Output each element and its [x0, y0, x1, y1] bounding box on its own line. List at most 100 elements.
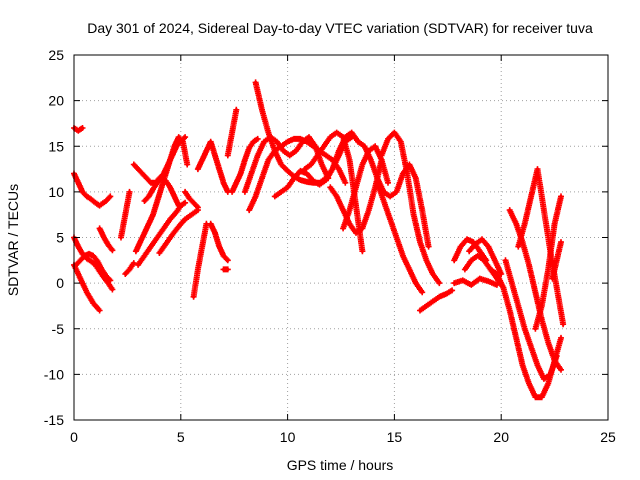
- data-point: [266, 158, 270, 162]
- data-point: [217, 167, 221, 171]
- x-tick-label: 5: [177, 429, 185, 445]
- data-point: [520, 363, 525, 367]
- data-point: [134, 249, 138, 253]
- series-arc-19: [220, 266, 231, 273]
- data-point: [213, 153, 217, 157]
- data-point: [486, 245, 490, 249]
- data-point: [559, 336, 563, 340]
- data-point: [328, 135, 332, 139]
- data-point: [473, 242, 478, 246]
- data-point: [253, 80, 258, 84]
- data-point: [407, 162, 411, 167]
- data-point: [307, 135, 311, 139]
- data-point: [431, 272, 435, 276]
- series-markers: [132, 134, 191, 255]
- data-point: [247, 208, 251, 212]
- data-point: [123, 213, 127, 217]
- data-point: [286, 169, 290, 173]
- data-point: [335, 130, 339, 135]
- data-point: [553, 222, 557, 226]
- data-point: [478, 249, 482, 253]
- data-point: [309, 162, 313, 167]
- data-point: [407, 267, 411, 272]
- data-point: [533, 327, 537, 331]
- data-point: [136, 263, 140, 267]
- data-point: [78, 258, 83, 262]
- data-point: [168, 185, 172, 189]
- data-point: [204, 222, 209, 226]
- data-point: [373, 144, 377, 148]
- data-point: [561, 322, 565, 326]
- data-point: [168, 217, 172, 221]
- data-point: [119, 235, 123, 240]
- data-point: [217, 245, 221, 249]
- data-point: [392, 130, 396, 135]
- data-point: [328, 185, 332, 189]
- y-tick-label: 10: [48, 184, 64, 200]
- data-point: [230, 190, 234, 194]
- data-point: [275, 140, 279, 144]
- data-point: [369, 158, 373, 162]
- data-point: [367, 208, 371, 212]
- data-point: [362, 144, 367, 148]
- series-arc-35: [466, 236, 505, 277]
- data-point: [187, 196, 191, 200]
- data-point: [98, 226, 102, 230]
- data-point: [108, 194, 112, 199]
- series-arc-05: [73, 250, 114, 284]
- data-point: [294, 149, 298, 153]
- data-point: [469, 258, 473, 262]
- series-arc-28: [355, 138, 432, 250]
- data-point: [360, 249, 364, 253]
- data-point: [226, 190, 230, 194]
- data-point: [375, 181, 379, 185]
- data-point: [337, 167, 341, 171]
- data-point: [155, 199, 159, 203]
- data-point: [279, 190, 283, 194]
- data-point: [127, 267, 132, 272]
- data-point: [196, 205, 200, 209]
- data-point: [140, 172, 144, 176]
- data-point: [159, 185, 164, 189]
- data-point: [337, 149, 341, 153]
- data-point: [247, 146, 251, 150]
- data-point: [164, 242, 168, 246]
- series-arc-01: [71, 170, 114, 209]
- data-point: [85, 194, 89, 199]
- data-point: [493, 258, 497, 262]
- data-point: [98, 203, 102, 208]
- data-point: [142, 199, 147, 203]
- series-markers: [451, 275, 500, 288]
- series-arc-23: [246, 135, 349, 214]
- data-point: [399, 140, 403, 144]
- data-point: [213, 231, 217, 235]
- data-point: [420, 290, 424, 294]
- data-point: [87, 252, 91, 256]
- data-point: [234, 108, 238, 112]
- data-point: [341, 226, 345, 230]
- y-axis-label: SDTVAR / TECUs: [5, 184, 21, 296]
- data-point: [273, 149, 277, 153]
- data-point: [553, 359, 557, 363]
- data-point: [486, 279, 490, 283]
- data-point: [559, 368, 563, 372]
- data-point: [550, 276, 555, 281]
- data-point: [76, 245, 80, 249]
- data-point: [142, 254, 147, 258]
- data-point: [298, 169, 303, 173]
- data-point: [221, 181, 226, 185]
- data-point: [183, 201, 187, 205]
- data-point: [431, 299, 435, 303]
- data-point: [548, 372, 552, 376]
- data-point: [192, 201, 196, 205]
- data-point: [172, 144, 176, 148]
- data-point: [83, 254, 87, 258]
- series-arc-20: [229, 135, 261, 195]
- x-tick-label: 10: [280, 429, 296, 445]
- series-markers: [71, 170, 114, 209]
- data-point: [356, 140, 360, 144]
- data-point: [424, 304, 429, 308]
- series-arc-10: [132, 134, 191, 255]
- data-point: [298, 178, 303, 182]
